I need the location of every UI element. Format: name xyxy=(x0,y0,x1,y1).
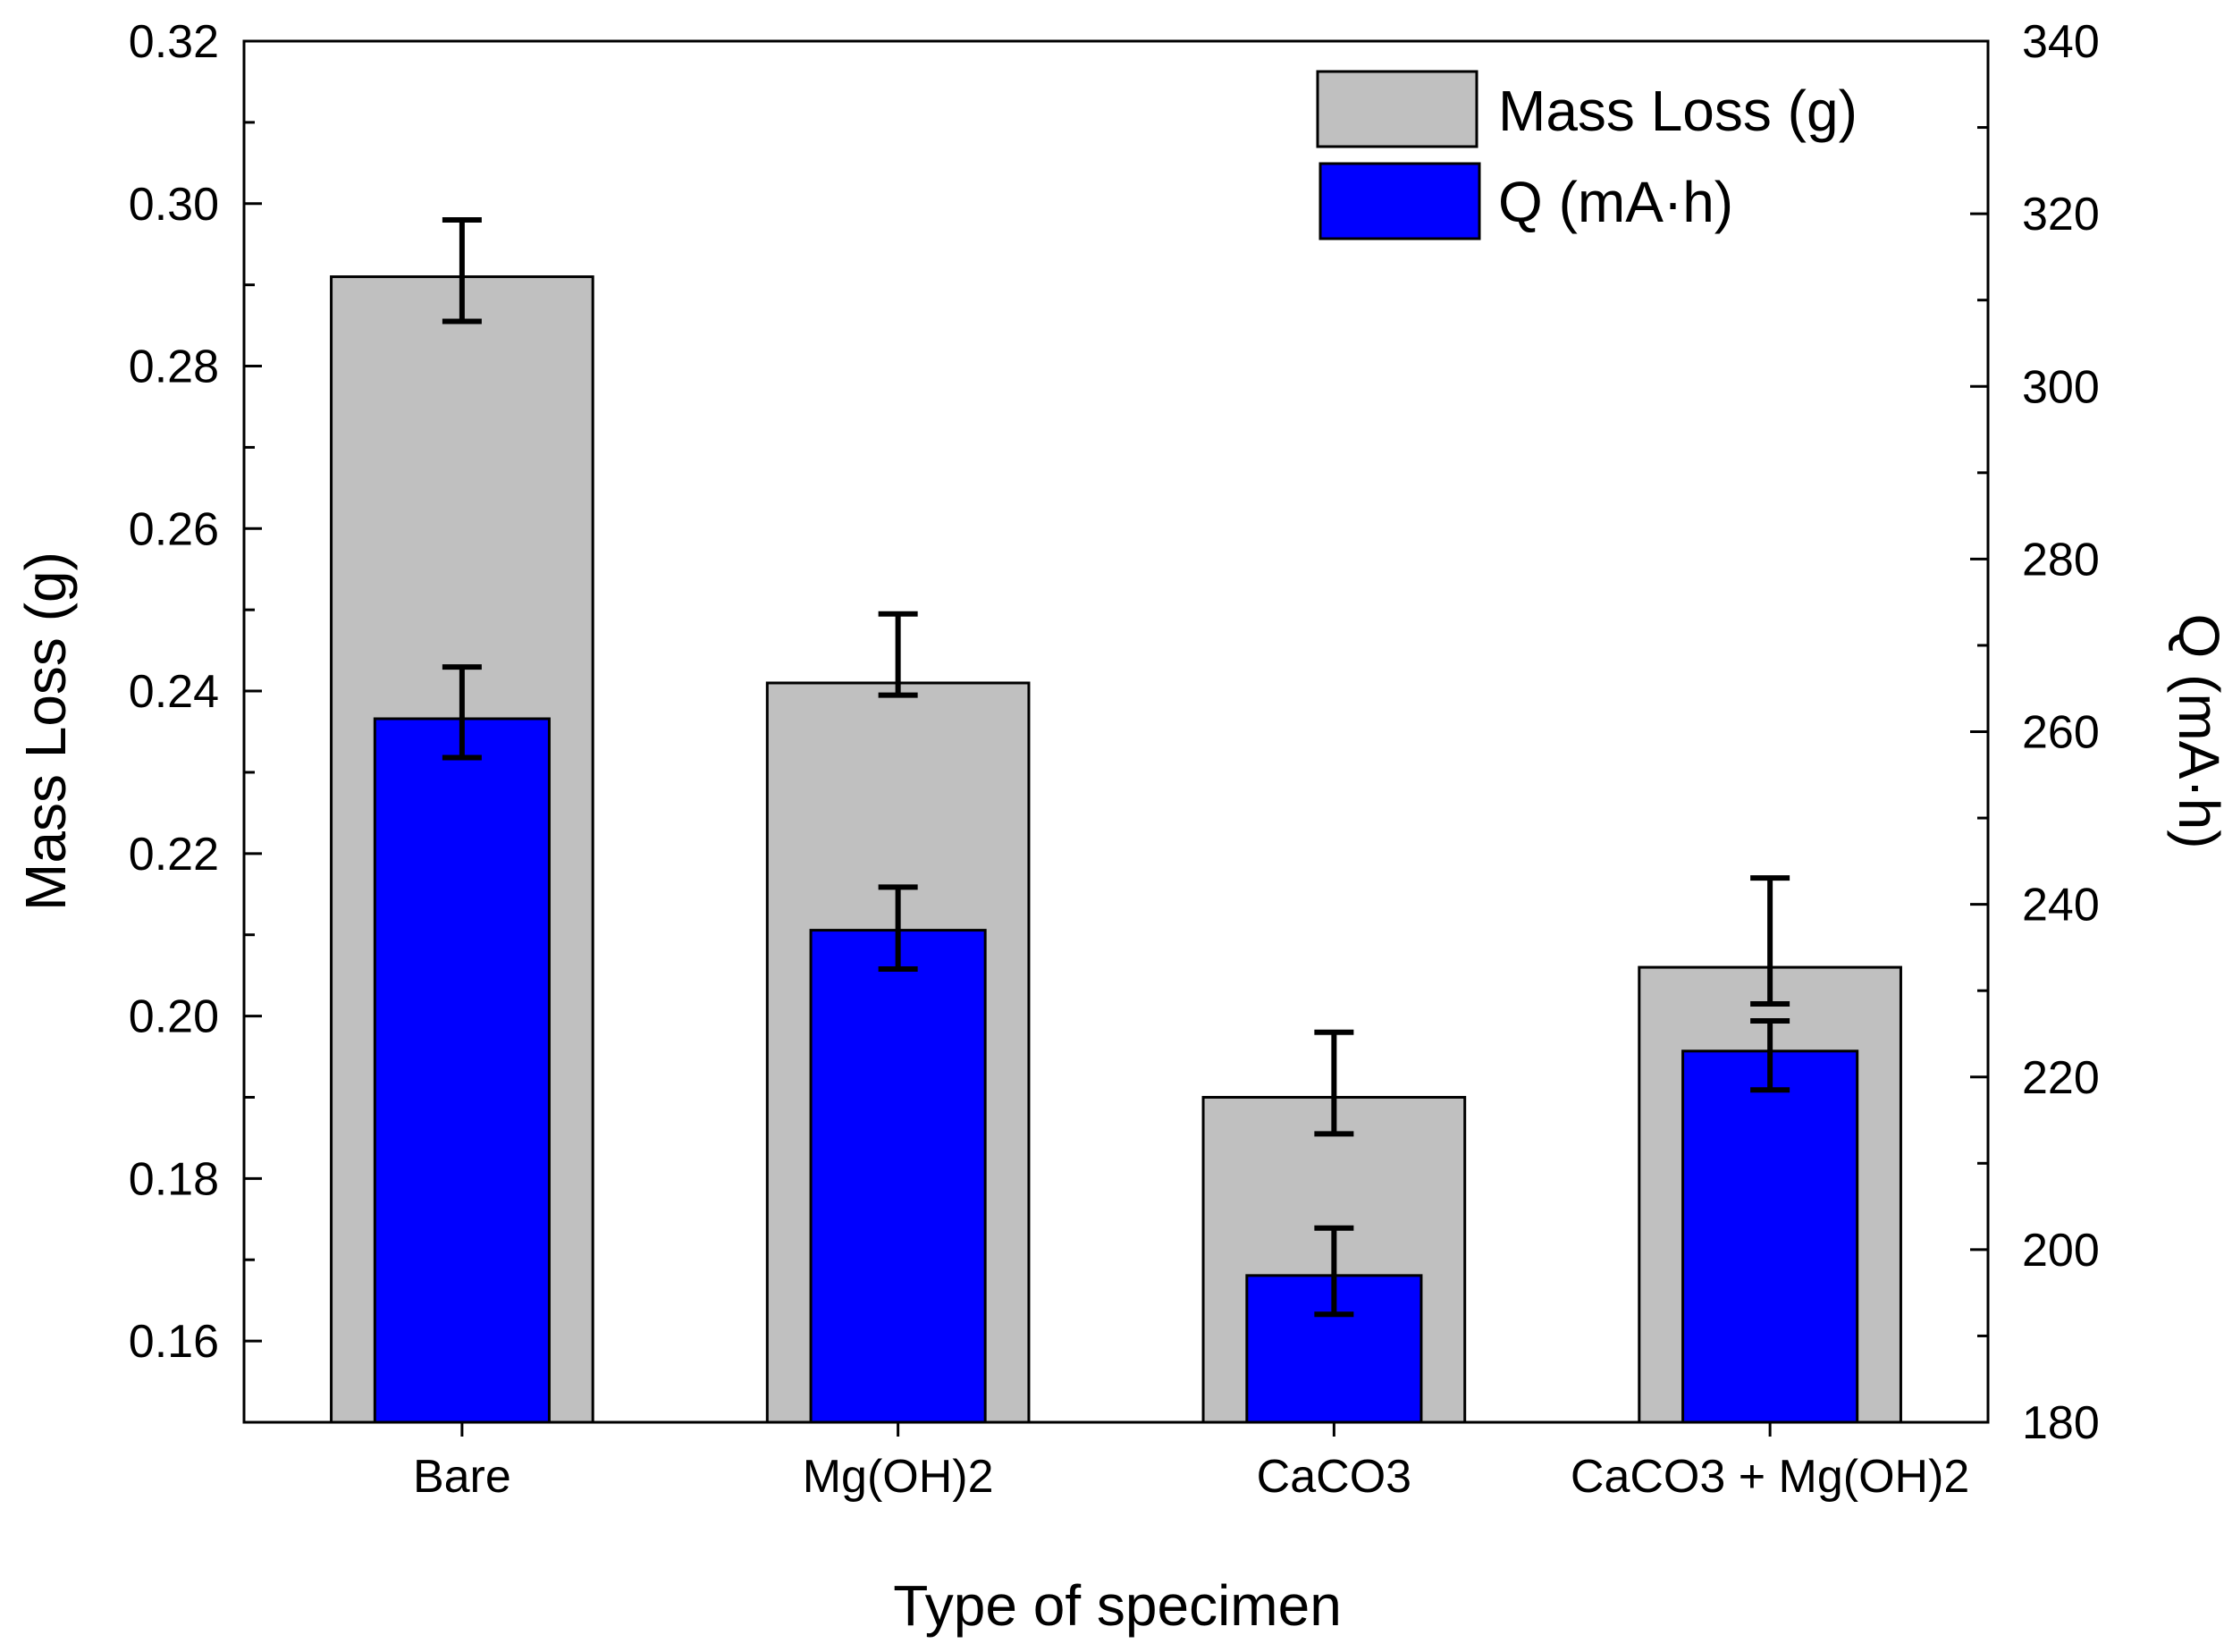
error-bar-q-bare xyxy=(442,664,482,761)
y-left-tick-label: 0.24 xyxy=(129,666,219,718)
legend-label-q: Q (mA·h) xyxy=(1498,170,1733,234)
error-bar-mass-loss-caco3 xyxy=(1314,1029,1354,1137)
x-tick-label: CaCO3 + Mg(OH)2 xyxy=(1571,1451,1969,1503)
y-right-tick-label: 220 xyxy=(2022,1052,2100,1104)
y-right-tick-label: 340 xyxy=(2022,16,2100,68)
y-right-tick-label: 300 xyxy=(2022,361,2100,413)
error-bar-mass-loss-bare xyxy=(442,216,482,324)
y-left-tick-label: 0.28 xyxy=(129,341,219,393)
y-right-tick-label: 240 xyxy=(2022,880,2100,931)
y-right-tick-label: 280 xyxy=(2022,534,2100,586)
error-bar-mass-loss-caco3-mg-oh-2 xyxy=(1750,875,1790,1007)
error-bar-layer xyxy=(442,216,1790,1318)
bar-layer xyxy=(330,275,1902,1424)
y-left-tick-label: 0.30 xyxy=(129,179,219,231)
tick-layer: Bare Mg(OH)2 CaCO3 CaCO3 + Mg(OH)2 0.16 0.18 0… xyxy=(129,16,2100,1503)
bar-q-bare xyxy=(373,717,551,1424)
y-right-tick-label: 260 xyxy=(2022,707,2100,759)
legend-label-mass-loss: Mass Loss (g) xyxy=(1498,79,1858,143)
legend-swatch-q xyxy=(1318,162,1481,240)
x-tick-label: CaCO3 xyxy=(1257,1451,1411,1503)
x-tick-label: Bare xyxy=(413,1451,511,1503)
y-left-tick-label: 0.18 xyxy=(129,1153,219,1205)
y-left-tick-label: 0.26 xyxy=(129,503,219,555)
legend: Mass Loss (g) Q (mA·h) xyxy=(1316,70,1858,240)
x-tick-label: Mg(OH)2 xyxy=(803,1451,994,1503)
error-bar-q-caco3-mg-oh-2 xyxy=(1750,1017,1790,1093)
error-bar-q-caco3 xyxy=(1314,1225,1354,1318)
y-left-axis-title: Mass Loss (g) xyxy=(13,552,78,911)
x-axis-title: Type of specimen xyxy=(893,1573,1342,1638)
y-left-tick-label: 0.32 xyxy=(129,16,219,68)
bar-q-mg-oh-2 xyxy=(809,929,987,1424)
y-left-tick-label: 0.22 xyxy=(129,829,219,881)
bar-q-caco3 xyxy=(1245,1274,1423,1424)
y-right-axis-title: Q (mA·h) xyxy=(2167,613,2224,848)
bar-q-caco3-mg-oh-2 xyxy=(1681,1049,1859,1424)
y-right-tick-label: 200 xyxy=(2022,1225,2100,1277)
y-right-tick-label: 180 xyxy=(2022,1397,2100,1449)
error-bar-q-mg-oh-2 xyxy=(878,884,918,973)
y-left-tick-label: 0.16 xyxy=(129,1316,219,1368)
y-right-tick-label: 320 xyxy=(2022,189,2100,240)
legend-swatch-mass-loss xyxy=(1316,70,1478,148)
y-left-tick-label: 0.20 xyxy=(129,991,219,1043)
error-bar-mass-loss-mg-oh-2 xyxy=(878,611,918,698)
